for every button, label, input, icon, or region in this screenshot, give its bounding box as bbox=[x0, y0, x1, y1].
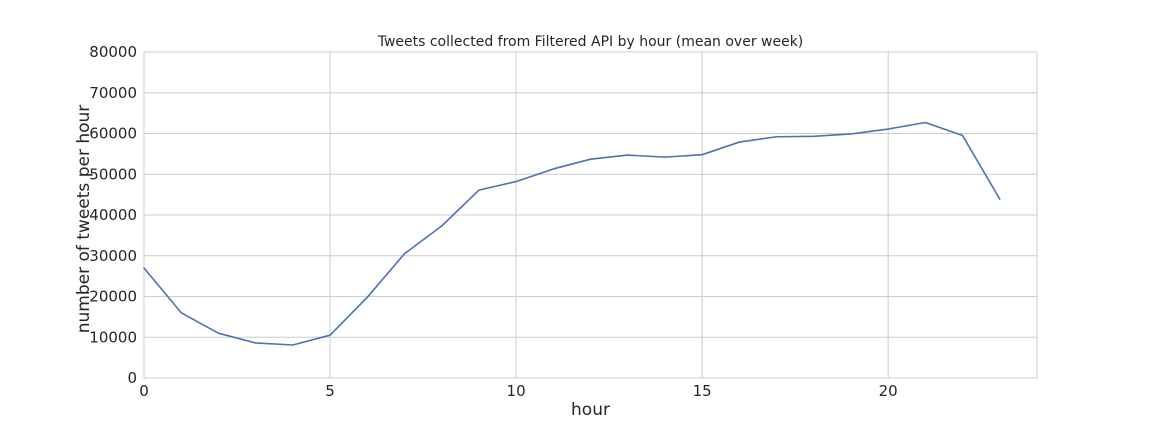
y-tick-label: 30000 bbox=[89, 247, 137, 265]
series bbox=[143, 121, 1001, 346]
x-tick-label: 10 bbox=[507, 382, 526, 400]
y-tick-label: 0 bbox=[127, 369, 137, 387]
y-tick-label: 80000 bbox=[89, 43, 137, 61]
series-line bbox=[143, 121, 1001, 346]
y-axis-title: number of tweets per hour bbox=[74, 105, 94, 334]
x-tick-label: 5 bbox=[325, 382, 335, 400]
y-tick-label: 70000 bbox=[89, 84, 137, 102]
x-tick-label: 0 bbox=[139, 382, 149, 400]
y-tick-label: 10000 bbox=[89, 328, 137, 346]
grid bbox=[143, 51, 1037, 379]
x-tick-label: 20 bbox=[879, 382, 898, 400]
y-tick-label: 50000 bbox=[89, 165, 137, 183]
x-axis-title: hour bbox=[571, 400, 610, 420]
x-tick-label: 15 bbox=[693, 382, 712, 400]
tick-labels: 0 10000 20000 30000 40000 50000 60000 70000 8000… bbox=[89, 43, 897, 400]
chart-title: Tweets collected from Filtered API by ho… bbox=[377, 34, 804, 50]
y-tick-label: 40000 bbox=[89, 206, 137, 224]
y-tick-label: 20000 bbox=[89, 288, 137, 306]
y-tick-label: 60000 bbox=[89, 125, 137, 143]
